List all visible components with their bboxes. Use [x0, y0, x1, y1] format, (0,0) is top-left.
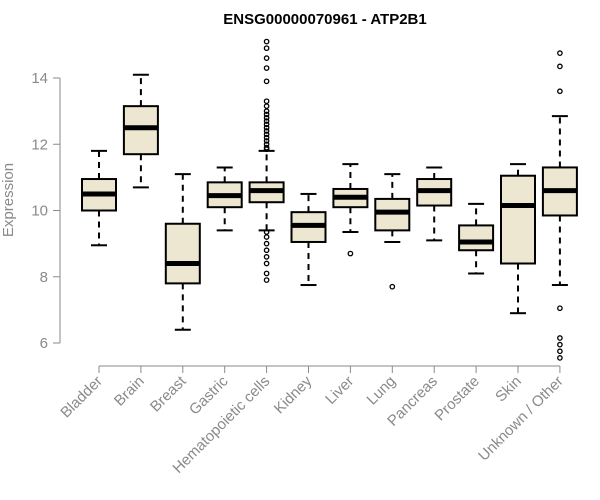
box-prostate — [458, 202, 495, 275]
box-liver — [332, 163, 369, 257]
outlier-point — [263, 240, 270, 247]
outlier-point — [389, 283, 396, 290]
outlier-point — [263, 260, 270, 267]
outlier-point — [263, 247, 270, 254]
iqr-box — [458, 224, 495, 252]
outlier-point — [263, 124, 270, 131]
outlier-point — [263, 108, 270, 114]
outlier-point — [557, 355, 563, 361]
x-tick-label: Brain — [111, 373, 148, 410]
y-tick-label: 6 — [40, 335, 48, 352]
box-skin — [500, 163, 536, 315]
box-breast — [164, 173, 201, 331]
y-axis: 6 8 10 12 14 — [31, 70, 61, 352]
outlier-point — [347, 250, 354, 257]
box-gastric — [206, 166, 243, 232]
box-lung — [374, 173, 411, 290]
outlier-point — [263, 38, 270, 45]
chart-title: ENSG00000070961 - ATP2B1 — [223, 11, 426, 28]
box-hematopoietic-cells — [248, 38, 285, 283]
outlier-point — [263, 138, 270, 144]
iqr-box — [500, 174, 536, 265]
plot-area — [81, 38, 578, 361]
iqr-box — [164, 222, 201, 285]
outlier-point — [263, 55, 270, 61]
outlier-point — [263, 98, 270, 105]
y-tick-label: 8 — [40, 269, 48, 286]
outlier-point — [263, 146, 270, 153]
x-tick-label: Skin — [492, 373, 525, 406]
y-tick-label: 14 — [31, 70, 48, 87]
outlier-point — [557, 88, 563, 95]
outlier-point — [263, 118, 270, 124]
y-tick-label: 12 — [31, 136, 48, 153]
x-tick-label: Liver — [322, 373, 357, 408]
outlier-point — [263, 254, 270, 260]
outlier-point — [263, 121, 270, 128]
outlier-point — [557, 305, 563, 312]
outlier-point — [557, 50, 563, 57]
y-tick-label: 10 — [31, 203, 48, 220]
outlier-point — [263, 111, 270, 118]
box-kidney — [290, 192, 327, 287]
x-tick-label: Bladder — [57, 373, 106, 422]
x-tick-label: Lung — [364, 373, 400, 409]
y-axis-label: Expression — [0, 163, 17, 237]
box-unknown-other — [541, 50, 578, 361]
outlier-point — [263, 45, 270, 52]
outlier-point — [557, 63, 563, 70]
outlier-point — [263, 270, 270, 277]
outlier-point — [557, 335, 563, 341]
x-tick-label: Prostate — [431, 373, 483, 425]
outlier-point — [263, 131, 270, 138]
box-pancreas — [416, 166, 453, 242]
outlier-point — [263, 234, 270, 240]
outlier-point — [263, 78, 270, 85]
outlier-point — [263, 277, 270, 283]
outlier-point — [263, 114, 270, 121]
outlier-point — [263, 103, 270, 110]
outlier-point — [263, 134, 270, 141]
outlier-point — [557, 348, 563, 355]
outlier-point — [557, 341, 563, 348]
x-tick-label: Breast — [147, 372, 190, 415]
outlier-point — [263, 128, 270, 134]
box-brain — [122, 73, 159, 189]
box-bladder — [81, 149, 117, 247]
outlier-point — [263, 65, 270, 71]
x-tick-label: Kidney — [271, 372, 316, 417]
